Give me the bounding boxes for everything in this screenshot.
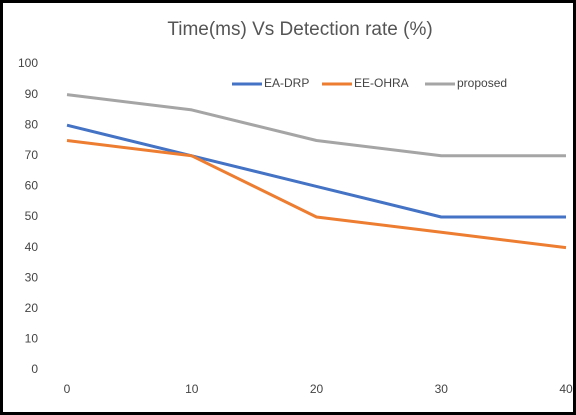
y-tick-label: 100: [18, 56, 38, 70]
series-line: [66, 93, 566, 158]
x-tick-label: 40: [559, 382, 573, 396]
y-tick-label: 30: [25, 270, 39, 284]
series-line: [66, 139, 567, 250]
x-tick-label: 20: [310, 382, 324, 396]
x-tick-label: 30: [435, 382, 449, 396]
chart-title: Time(ms) Vs Detection rate (%): [167, 19, 432, 40]
legend-label: EA-DRP: [264, 76, 309, 90]
x-tick-label: 10: [185, 382, 199, 396]
y-tick-label: 70: [25, 148, 39, 162]
series-line: [66, 123, 566, 219]
x-tick-label: 0: [64, 382, 71, 396]
y-tick-label: 50: [25, 209, 39, 223]
legend-label: EE-OHRA: [354, 76, 409, 90]
y-tick-label: 40: [25, 240, 39, 254]
y-tick-label: 20: [25, 301, 39, 315]
y-tick-label: 60: [25, 179, 39, 193]
y-tick-label: 0: [31, 362, 38, 376]
legend-label: proposed: [457, 76, 507, 90]
y-tick-label: 10: [25, 332, 39, 346]
y-tick-label: 80: [25, 117, 39, 131]
y-tick-label: 90: [25, 87, 39, 101]
